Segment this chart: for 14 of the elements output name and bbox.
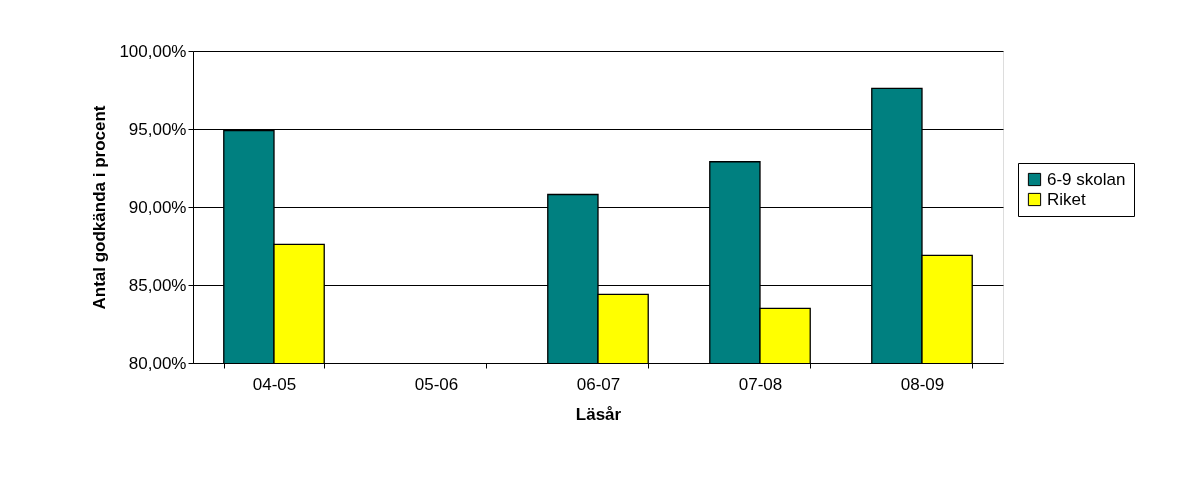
x-tick-label: 07-08 — [738, 374, 783, 394]
y-axis-title: Antal godkända i procent — [90, 105, 110, 310]
y-tick-label: 100,00% — [119, 41, 187, 61]
x-tick-label: 04-05 — [252, 374, 297, 394]
legend-label: Riket — [1047, 189, 1087, 209]
x-tick-label: 06-07 — [576, 374, 621, 394]
legend-label: 6-9 skolan — [1047, 169, 1126, 189]
y-tick-label: 85,00% — [128, 275, 187, 295]
x-axis-title: Läsår — [575, 404, 622, 424]
x-tick-label: 05-06 — [414, 374, 459, 394]
y-tick-label: 80,00% — [128, 353, 187, 373]
y-tick-label: 95,00% — [128, 119, 187, 139]
y-tick-label: 90,00% — [128, 197, 187, 217]
x-tick-label: 08-09 — [900, 374, 945, 394]
